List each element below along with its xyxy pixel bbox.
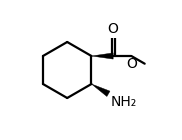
- Text: O: O: [108, 22, 119, 36]
- Text: O: O: [126, 57, 137, 71]
- Polygon shape: [91, 53, 113, 59]
- Polygon shape: [91, 84, 110, 96]
- Text: NH₂: NH₂: [111, 94, 137, 108]
